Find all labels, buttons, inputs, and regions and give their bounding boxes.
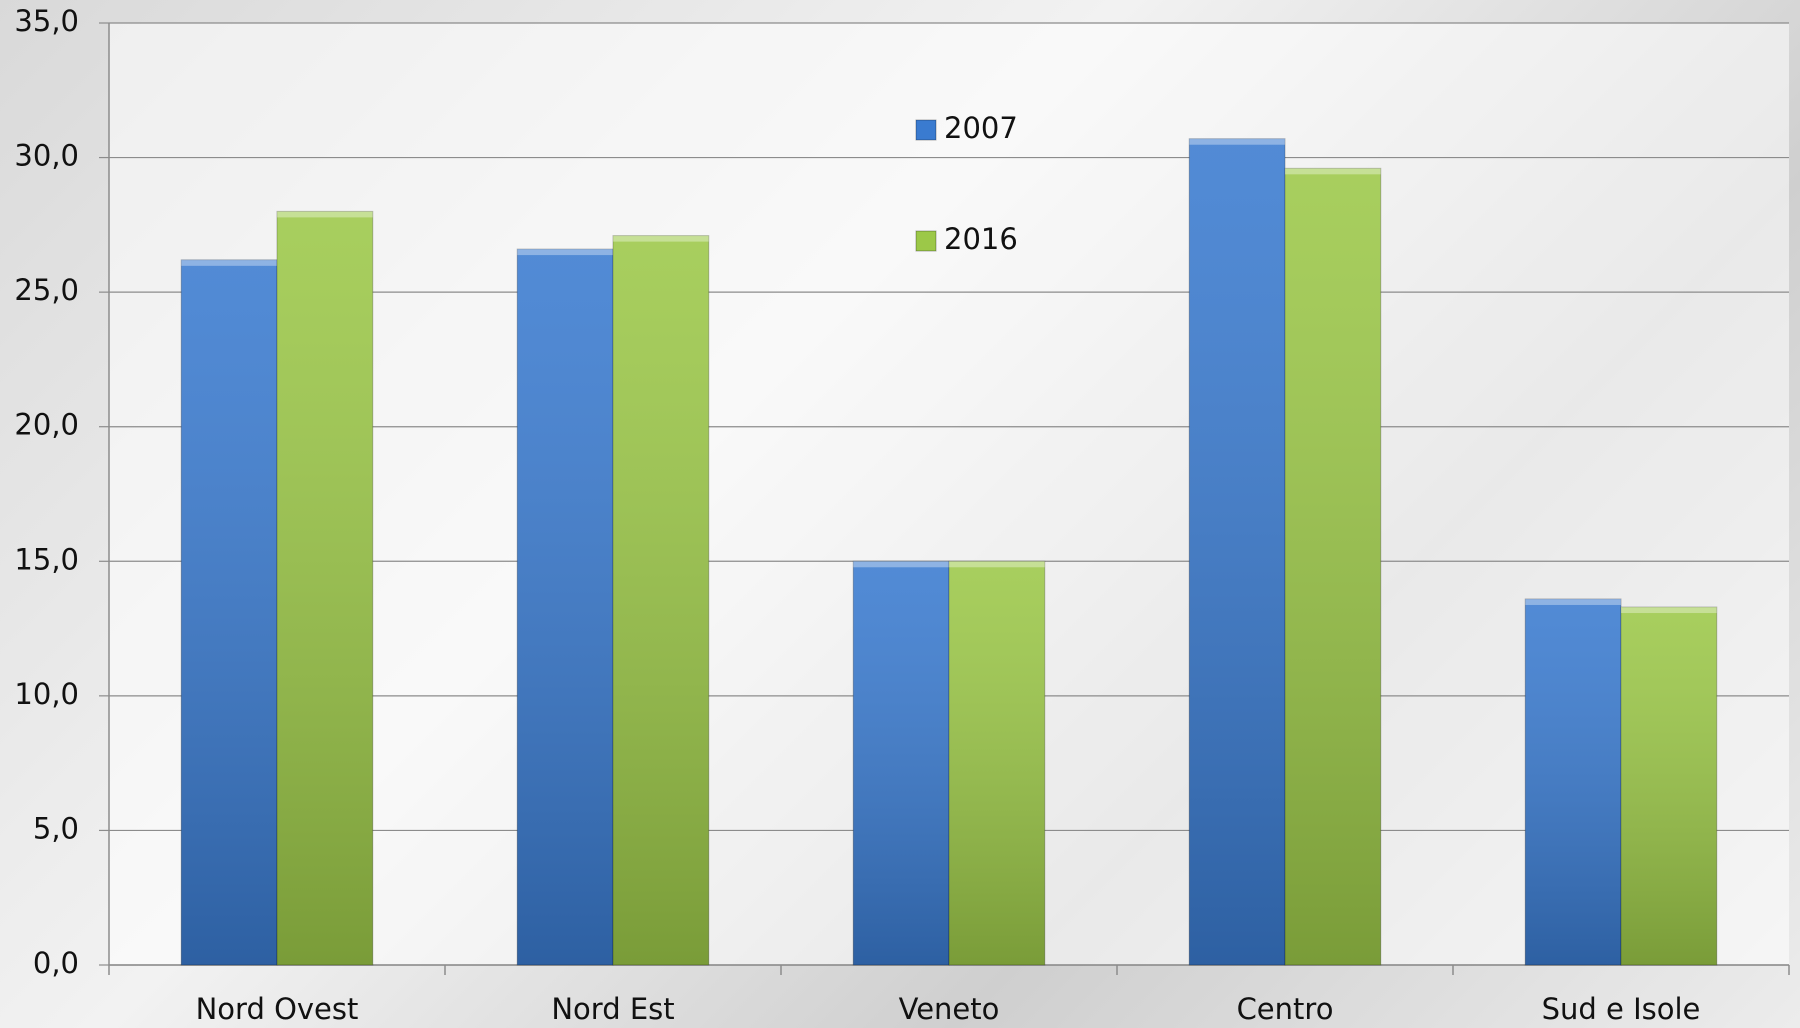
x-tick-label: Centro (1237, 992, 1334, 1026)
bar (852, 560, 950, 966)
legend-label: 2007 (944, 111, 1018, 145)
bar (1188, 138, 1286, 966)
bar (1284, 167, 1382, 966)
legend-swatch (915, 119, 937, 141)
y-tick-label: 35,0 (14, 4, 79, 38)
y-tick-label: 15,0 (14, 542, 79, 576)
x-tick-label: Sud e Isole (1542, 992, 1701, 1026)
bar-bevel (181, 259, 277, 266)
y-tick-label: 10,0 (14, 677, 79, 711)
bar-bevel (949, 561, 1045, 568)
bar (180, 259, 278, 966)
bar-bevel (1621, 607, 1717, 614)
bar-bevel (1189, 138, 1285, 145)
x-tick-label: Veneto (899, 992, 1000, 1026)
y-tick-label: 0,0 (33, 946, 79, 980)
x-tick-label: Nord Ovest (196, 992, 359, 1026)
y-tick-label: 5,0 (33, 811, 79, 845)
bar-bevel (517, 249, 613, 256)
bar-bevel (853, 561, 949, 568)
y-tick-label: 30,0 (14, 139, 79, 173)
bar-bevel (1525, 598, 1621, 605)
bar (1620, 606, 1718, 966)
bar (1524, 598, 1622, 966)
x-tick-label: Nord Est (551, 992, 674, 1026)
bar (276, 210, 374, 966)
bar-bevel (613, 235, 709, 242)
y-tick-label: 20,0 (14, 408, 79, 442)
bar-bevel (1285, 168, 1381, 175)
y-tick-label: 25,0 (14, 273, 79, 307)
legend-swatch (915, 230, 937, 252)
bar (612, 235, 710, 966)
bar (948, 560, 1046, 966)
legend-label: 2016 (944, 222, 1018, 256)
bar-bevel (277, 211, 373, 218)
bar (516, 248, 614, 966)
